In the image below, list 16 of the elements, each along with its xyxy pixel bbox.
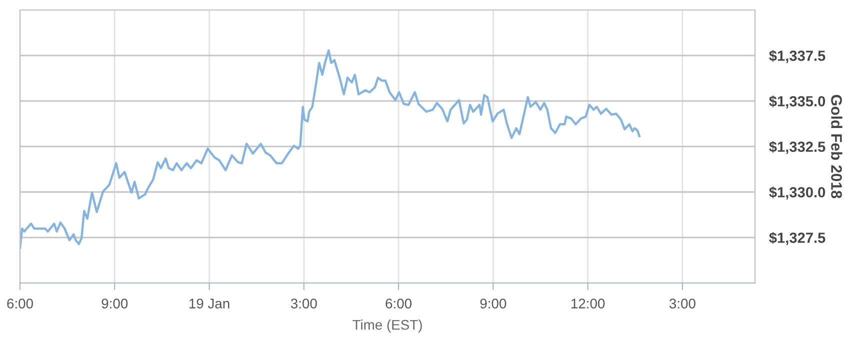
- x-tick-label: 6:00: [386, 298, 412, 308]
- x-tick-label: 9:00: [102, 298, 128, 308]
- line-series: [20, 49, 640, 249]
- y-tick-label: $1,330.0: [769, 186, 826, 200]
- x-axis-title: Time (EST): [352, 320, 422, 332]
- x-tick-label: 3:00: [669, 298, 696, 308]
- x-tick-label: 6:00: [7, 298, 33, 308]
- x-tick-label: 9:00: [480, 298, 506, 308]
- y-axis-title: Gold Feb 2018: [831, 94, 842, 198]
- x-tick-label: 3:00: [290, 298, 317, 308]
- y-tick-label: $1,337.5: [769, 50, 826, 64]
- y-tick-label: $1,332.5: [769, 140, 826, 154]
- x-tick-label: 12:00: [571, 298, 605, 308]
- x-tick-label: 19 Jan: [189, 298, 230, 308]
- y-tick-label: $1,327.5: [769, 232, 826, 246]
- y-tick-label: $1,335.0: [769, 95, 826, 109]
